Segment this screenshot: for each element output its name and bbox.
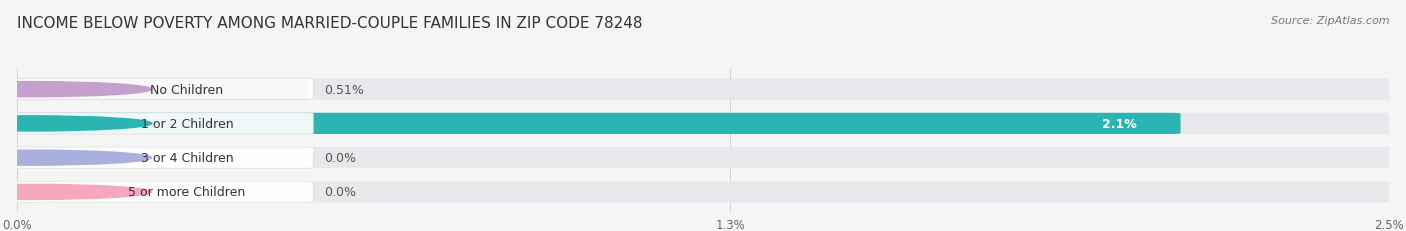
Circle shape: [0, 150, 152, 165]
FancyBboxPatch shape: [6, 113, 314, 134]
FancyBboxPatch shape: [6, 147, 314, 169]
Text: 2.1%: 2.1%: [1102, 117, 1136, 130]
Text: 1 or 2 Children: 1 or 2 Children: [141, 117, 233, 130]
FancyBboxPatch shape: [6, 79, 308, 100]
Text: Source: ZipAtlas.com: Source: ZipAtlas.com: [1271, 16, 1389, 26]
Circle shape: [0, 116, 152, 131]
Text: 0.51%: 0.51%: [325, 83, 364, 96]
Text: 5 or more Children: 5 or more Children: [128, 185, 246, 198]
FancyBboxPatch shape: [6, 182, 314, 203]
Text: 0.0%: 0.0%: [325, 185, 356, 198]
FancyBboxPatch shape: [6, 182, 1400, 203]
FancyBboxPatch shape: [6, 113, 1400, 134]
Text: No Children: No Children: [150, 83, 224, 96]
FancyBboxPatch shape: [6, 79, 314, 100]
FancyBboxPatch shape: [6, 113, 1181, 134]
Circle shape: [0, 185, 152, 200]
FancyBboxPatch shape: [6, 79, 1400, 100]
FancyBboxPatch shape: [6, 147, 1400, 169]
Text: 0.0%: 0.0%: [325, 152, 356, 164]
Text: INCOME BELOW POVERTY AMONG MARRIED-COUPLE FAMILIES IN ZIP CODE 78248: INCOME BELOW POVERTY AMONG MARRIED-COUPL…: [17, 16, 643, 31]
Circle shape: [0, 82, 152, 97]
Text: 3 or 4 Children: 3 or 4 Children: [141, 152, 233, 164]
